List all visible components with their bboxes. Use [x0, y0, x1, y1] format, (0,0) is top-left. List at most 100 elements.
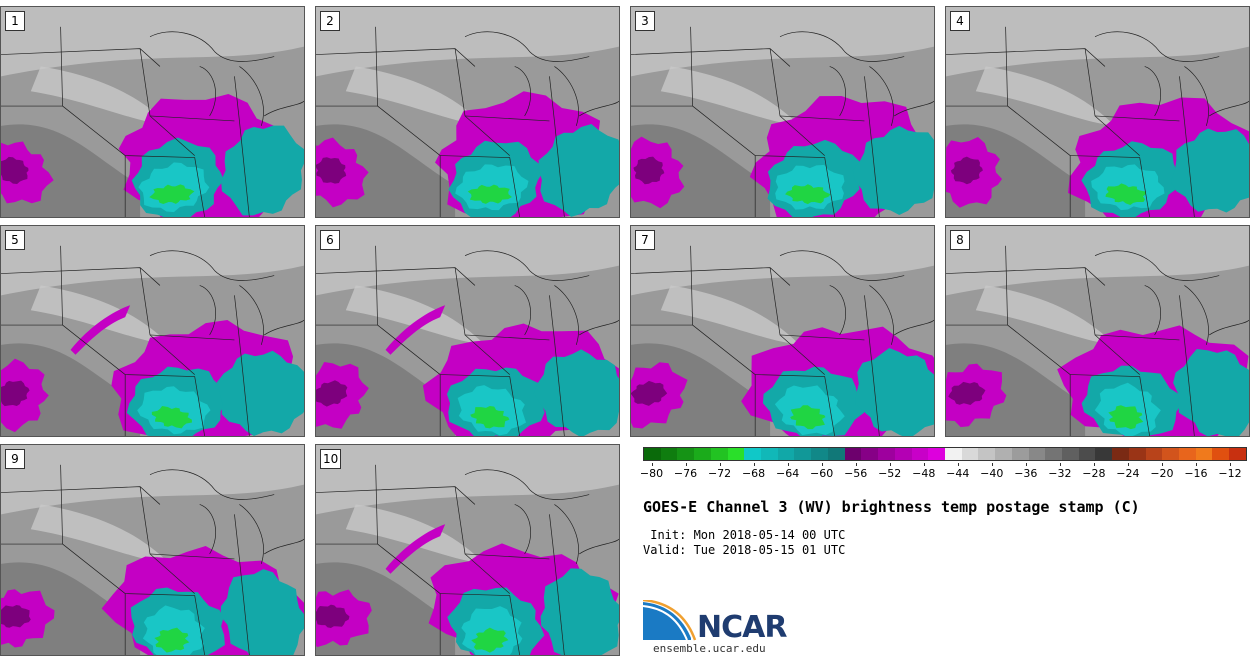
panel-number: 7	[635, 230, 655, 250]
colorbar-tick-label: −12	[1218, 467, 1242, 480]
satellite-image	[631, 226, 934, 436]
panel-number: 3	[635, 11, 655, 31]
colorbar-swatch	[1095, 448, 1113, 460]
colorbar-tick-mark	[923, 463, 925, 466]
colorbar-swatch	[1179, 448, 1196, 460]
panel-number: 8	[950, 230, 970, 250]
colorbar-tick-label: −72	[707, 467, 732, 480]
colorbar-tick-label: −40	[980, 467, 1004, 480]
panel-number: 5	[5, 230, 25, 250]
colorbar-tick-label: −60	[810, 467, 834, 480]
colorbar-swatch	[861, 448, 879, 460]
colorbar-tick-label: −16	[1184, 467, 1208, 480]
colorbar-tick-label: −52	[878, 467, 902, 480]
colorbar-tick-label: −20	[1150, 467, 1174, 480]
panel-number: 10	[320, 449, 342, 469]
colorbar-tick-label: −56	[844, 467, 868, 480]
colorbar-tick-mark	[753, 463, 755, 466]
colorbar-tick-mark	[1059, 463, 1061, 466]
colorbar-swatch	[978, 448, 996, 460]
colorbar-swatch	[1128, 448, 1146, 460]
colorbar-tick-label: −32	[1048, 467, 1072, 480]
panel-number: 4	[950, 11, 970, 31]
colorbar-tick-label: −36	[1014, 467, 1038, 480]
colorbar-swatch	[1061, 448, 1079, 460]
satellite-image	[1, 7, 304, 217]
postage-stamp-panel: 9	[0, 444, 305, 656]
colorbar-swatch	[1078, 448, 1096, 460]
panel-number: 2	[320, 11, 340, 31]
postage-stamp-panel: 3	[630, 6, 935, 218]
colorbar-tick-mark	[1161, 463, 1163, 466]
satellite-image	[946, 7, 1249, 217]
logo-wordmark: NCAR	[697, 610, 787, 645]
colorbar-swatch	[1229, 448, 1246, 460]
colorbar-swatch	[644, 448, 661, 460]
colorbar-swatch	[944, 448, 962, 460]
colorbar-tick-label: −48	[912, 467, 936, 480]
panel-number: 6	[320, 230, 340, 250]
panel-number: 1	[5, 11, 25, 31]
init-time: Init: Mon 2018-05-14 00 UTC	[643, 528, 846, 542]
colorbar-tick-label: −24	[1116, 467, 1140, 480]
colorbar-tick-mark	[787, 463, 789, 466]
colorbar-swatch	[761, 448, 778, 460]
colorbar-swatch	[677, 448, 695, 460]
satellite-image	[316, 226, 619, 436]
colorbar-swatch	[660, 448, 678, 460]
colorbar-swatch	[1028, 448, 1046, 460]
colorbar-swatch	[878, 448, 895, 460]
satellite-image	[1, 445, 304, 655]
plot-title: GOES-E Channel 3 (WV) brightness temp po…	[643, 498, 1140, 516]
colorbar-swatch	[1011, 448, 1029, 460]
colorbar-swatch	[1112, 448, 1129, 460]
ncar-logo-icon	[643, 600, 697, 641]
colorbar-tick-mark	[651, 463, 653, 466]
colorbar-tick-mark	[889, 463, 891, 466]
colorbar-swatch	[727, 448, 745, 460]
colorbar-tick-label: −28	[1082, 467, 1106, 480]
colorbar-tick-label: −44	[946, 467, 970, 480]
satellite-image	[631, 7, 934, 217]
colorbar-swatch	[811, 448, 828, 460]
valid-time: Valid: Tue 2018-05-15 01 UTC	[643, 543, 846, 557]
colorbar-tick-mark	[1195, 463, 1197, 466]
colorbar-swatch	[961, 448, 979, 460]
colorbar-swatch	[777, 448, 795, 460]
colorbar	[643, 447, 1247, 461]
satellite-image	[316, 7, 619, 217]
colorbar-tick-label: −80	[639, 467, 664, 480]
colorbar-swatch	[911, 448, 929, 460]
colorbar-tick-mark	[1229, 463, 1231, 466]
colorbar-tick-mark	[1025, 463, 1027, 466]
colorbar-tick-mark	[821, 463, 823, 466]
colorbar-tick-mark	[719, 463, 721, 466]
colorbar-swatch	[1195, 448, 1213, 460]
satellite-image	[1, 226, 304, 436]
satellite-image	[316, 445, 619, 655]
colorbar-swatch	[827, 448, 845, 460]
colorbar-swatch	[1145, 448, 1163, 460]
satellite-image	[946, 226, 1249, 436]
colorbar-tick-label: −64	[776, 467, 800, 480]
postage-stamp-panel: 4	[945, 6, 1250, 218]
colorbar-swatch	[928, 448, 945, 460]
postage-stamp-panel: 8	[945, 225, 1250, 437]
colorbar-tick-mark	[1093, 463, 1095, 466]
colorbar-swatch	[844, 448, 862, 460]
colorbar-tick-mark	[685, 463, 687, 466]
colorbar-swatch	[995, 448, 1012, 460]
postage-stamp-panel: 6	[315, 225, 620, 437]
colorbar-swatch	[894, 448, 912, 460]
postage-stamp-panel: 1	[0, 6, 305, 218]
colorbar-swatch	[1162, 448, 1179, 460]
colorbar-tick-label: −68	[741, 467, 766, 480]
colorbar-tick-mark	[991, 463, 993, 466]
postage-stamp-panel: 2	[315, 6, 620, 218]
colorbar-swatch	[710, 448, 728, 460]
logo-url: ensemble.ucar.edu	[653, 642, 766, 655]
colorbar-swatch	[794, 448, 812, 460]
postage-stamp-panel: 10	[315, 444, 620, 656]
colorbar-swatch	[1045, 448, 1062, 460]
colorbar-swatch	[694, 448, 711, 460]
